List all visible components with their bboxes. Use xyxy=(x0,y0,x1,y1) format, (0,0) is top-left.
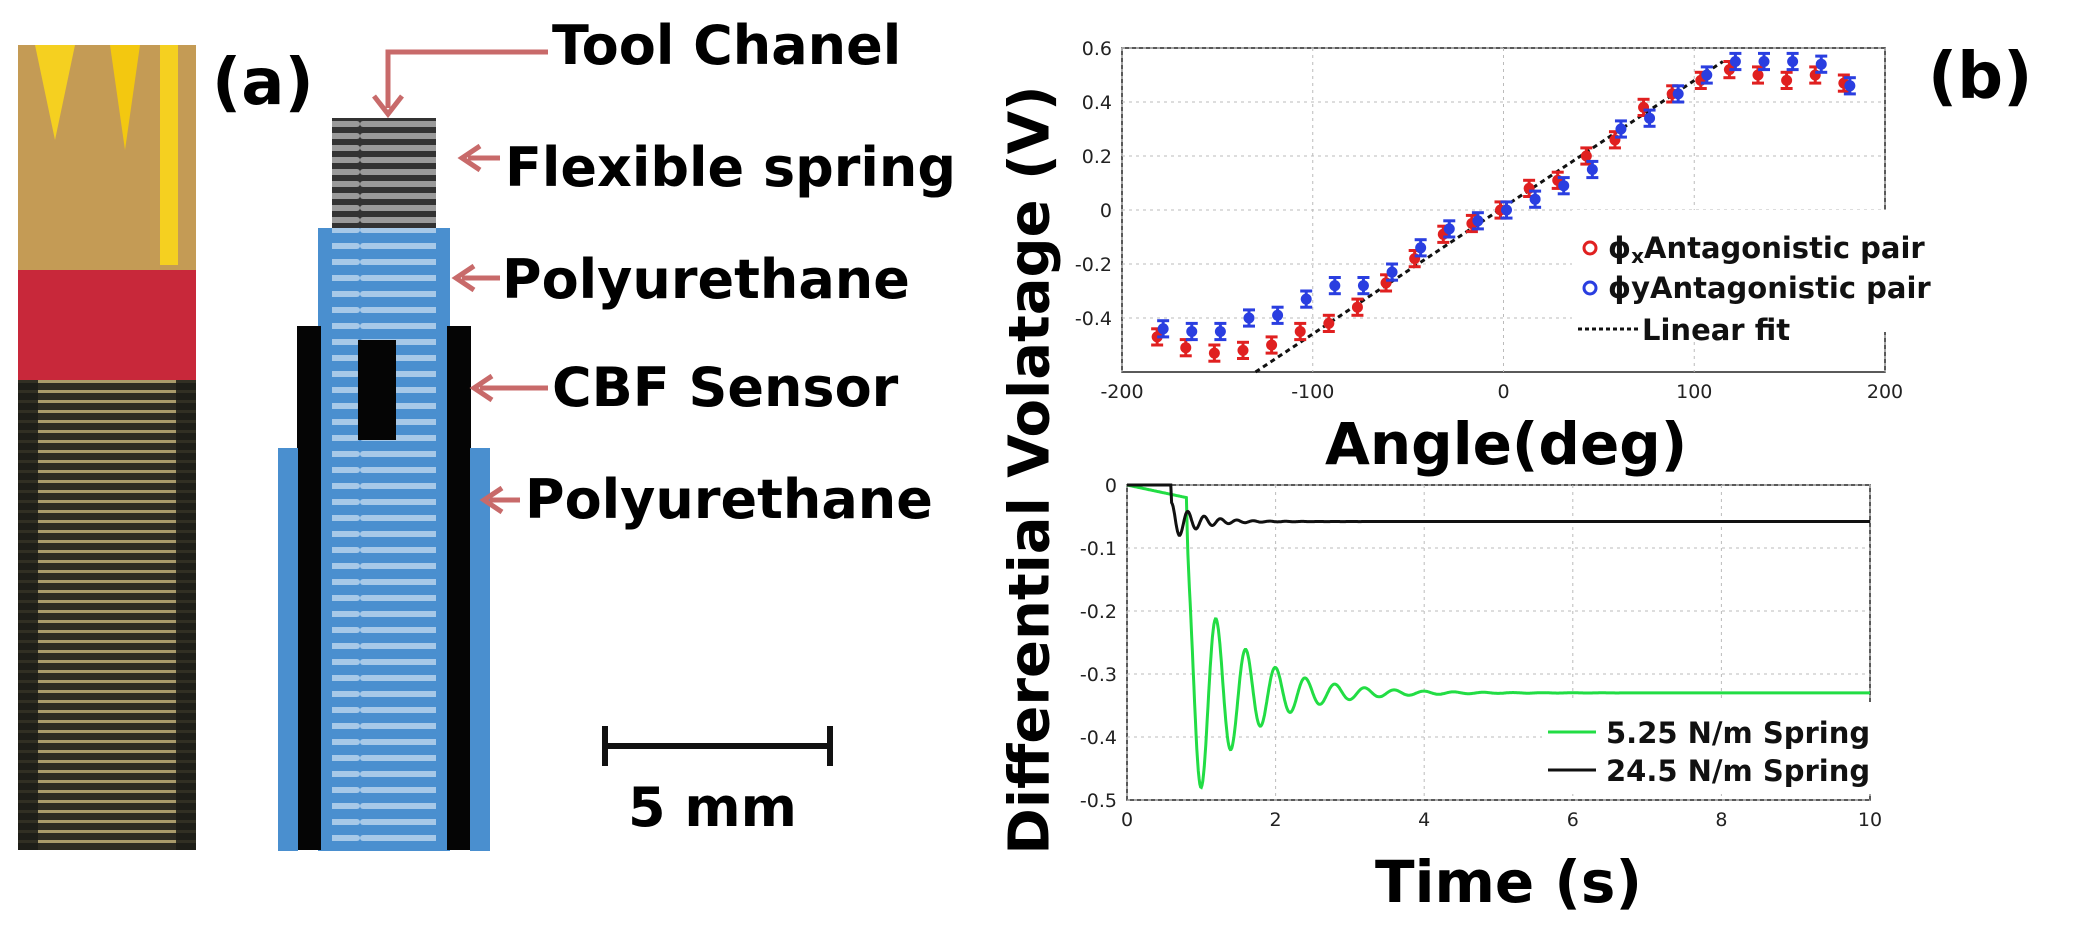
data-point xyxy=(1294,326,1306,337)
data-point xyxy=(1781,74,1793,86)
data-point xyxy=(1501,204,1512,216)
angle-x-tick-label: -100 xyxy=(1291,381,1334,403)
angle-y-tick-label: 0 xyxy=(1100,200,1112,222)
time-x-tick-label: 6 xyxy=(1567,809,1579,831)
data-point xyxy=(1208,347,1220,359)
series-line-green xyxy=(1126,483,1870,790)
data-point xyxy=(1386,266,1398,278)
scale-bar xyxy=(602,726,833,766)
label-flexible-spring: Flexible spring xyxy=(505,136,956,199)
legend-label-fit: Linear fit xyxy=(1642,313,1790,347)
time-x-tick-label: 2 xyxy=(1270,809,1282,831)
time-x-tick-label: 8 xyxy=(1715,809,1727,831)
time-legend-box xyxy=(1542,702,1892,794)
label-tool-channel: Tool Chanel xyxy=(552,14,902,77)
data-point xyxy=(1672,88,1684,100)
data-point xyxy=(1186,326,1198,337)
data-point xyxy=(1300,293,1312,305)
legend-label-y-rest: yAntagonistic pair xyxy=(1631,271,1931,305)
label-polyurethane-bottom: Polyurethane xyxy=(525,468,933,531)
time-y-tick-label: -0.3 xyxy=(1080,664,1117,686)
data-point xyxy=(1472,215,1484,227)
angle-x-tick-label: -200 xyxy=(1100,381,1143,403)
legend-marker-x xyxy=(1582,240,1598,256)
time-y-tick-label: -0.5 xyxy=(1080,790,1117,812)
legend-marker-y xyxy=(1582,280,1598,296)
time-y-tick-label: -0.1 xyxy=(1080,538,1117,560)
angle-y-tick-label: 0.6 xyxy=(1082,38,1112,60)
data-point xyxy=(1729,56,1741,67)
time-y-tick-label: -0.2 xyxy=(1080,601,1117,623)
callout-arrows xyxy=(372,49,548,515)
data-point xyxy=(1844,80,1856,92)
time-x-tick-label: 0 xyxy=(1121,809,1133,831)
linear-fit-line xyxy=(1254,60,1724,374)
data-point xyxy=(1529,193,1541,205)
angle-x-tick-label: 0 xyxy=(1497,381,1509,403)
time-x-tick-label: 10 xyxy=(1858,809,1882,831)
data-point xyxy=(1615,123,1627,135)
data-point xyxy=(1815,58,1827,70)
time-y-tick-label: 0 xyxy=(1105,475,1117,497)
data-point xyxy=(1243,312,1255,324)
data-point xyxy=(1329,280,1341,292)
legend-label-black: 24.5 N/m Spring xyxy=(1606,754,1870,788)
data-point xyxy=(1758,56,1770,67)
time-y-tick-label: -0.4 xyxy=(1080,727,1117,749)
legend-label-green: 5.25 N/m Spring xyxy=(1606,716,1870,750)
panel-a-label: (a) xyxy=(212,46,314,120)
device-cross-section xyxy=(278,118,490,851)
data-point xyxy=(1644,112,1656,124)
angle-x-tick-label: 200 xyxy=(1867,381,1903,403)
legend-label-x: ϕxAntagonistic pair xyxy=(1608,231,1925,268)
data-point xyxy=(1558,180,1570,192)
data-point xyxy=(1357,280,1369,292)
angle-y-tick-label: 0.2 xyxy=(1082,146,1112,168)
angle-y-tick-label: -0.2 xyxy=(1075,254,1112,276)
series-line-black xyxy=(1127,483,1870,537)
data-point xyxy=(1443,223,1455,235)
data-point xyxy=(1237,344,1249,356)
legend-label-x-rest: Antagonistic pair xyxy=(1644,231,1925,265)
data-point xyxy=(1323,317,1335,329)
data-point xyxy=(1586,164,1598,175)
angle-legend-box xyxy=(1572,210,2012,332)
real-device xyxy=(18,45,196,850)
angle-chart-xlabel: Angle(deg) xyxy=(1325,410,1688,478)
angle-y-tick-label: -0.4 xyxy=(1075,308,1112,330)
data-point xyxy=(1701,69,1713,81)
data-point xyxy=(1787,56,1799,67)
label-cbf-sensor: CBF Sensor xyxy=(552,356,899,419)
time-x-tick-label: 4 xyxy=(1418,809,1430,831)
panel-b-label: (b) xyxy=(1928,40,2033,114)
data-point xyxy=(1157,323,1169,335)
data-point xyxy=(1272,309,1284,321)
data-point xyxy=(1180,342,1192,354)
data-point xyxy=(1752,69,1764,81)
data-point xyxy=(1266,339,1278,351)
angle-x-tick-label: 100 xyxy=(1676,381,1712,403)
data-point xyxy=(1351,301,1363,313)
data-point xyxy=(1415,242,1427,254)
data-point xyxy=(1580,150,1592,162)
scale-bar-label: 5 mm xyxy=(628,776,797,839)
legend-label-x-subscript: x xyxy=(1631,244,1644,268)
legend-label-y: ϕyAntagonistic pair xyxy=(1608,271,1931,305)
time-chart-xlabel: Time (s) xyxy=(1375,848,1642,916)
data-point xyxy=(1214,326,1226,337)
label-polyurethane-top: Polyurethane xyxy=(502,248,910,311)
angle-y-tick-label: 0.4 xyxy=(1082,92,1112,114)
